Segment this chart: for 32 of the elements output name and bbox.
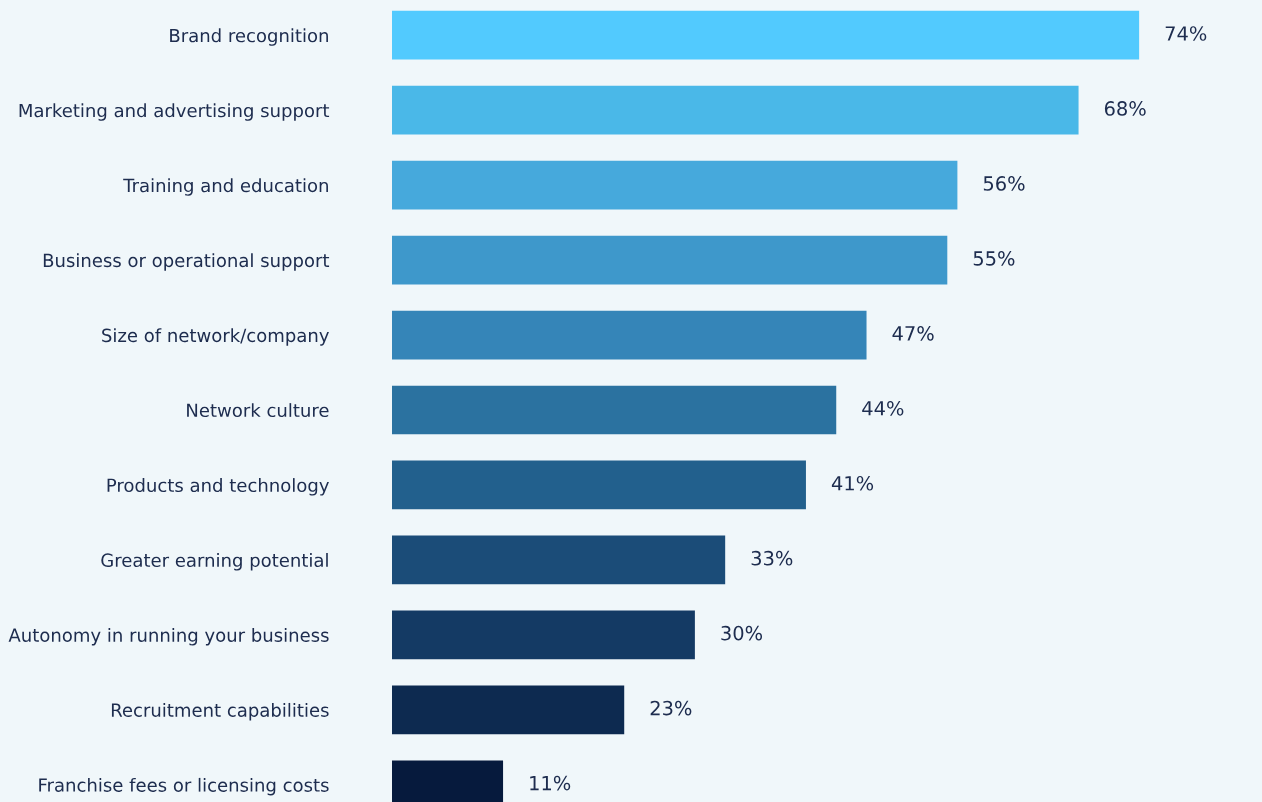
bar bbox=[392, 610, 695, 660]
y-tick-label: Franchise fees or licensing costs bbox=[39, 777, 329, 796]
bar bbox=[392, 385, 837, 435]
data-label: 74% bbox=[1165, 26, 1207, 41]
data-label: 23% bbox=[650, 700, 692, 716]
bar bbox=[392, 685, 625, 735]
y-tick-label: Autonomy in running your business bbox=[8, 627, 329, 646]
y-tick-label: Marketing and advertising support bbox=[19, 103, 330, 121]
bar bbox=[392, 310, 867, 360]
data-label: 47% bbox=[892, 325, 934, 341]
data-label: 56% bbox=[983, 176, 1025, 191]
data-label: 11% bbox=[530, 775, 571, 791]
data-label: 30% bbox=[721, 625, 763, 641]
bar bbox=[392, 235, 948, 285]
y-tick-label: Size of network/company bbox=[102, 328, 329, 346]
y-tick-label: Business or operational support bbox=[43, 253, 330, 271]
data-label: 41% bbox=[831, 475, 874, 491]
y-tick-label: Products and technology bbox=[107, 478, 329, 496]
y-tick-label: Recruitment capabilities bbox=[111, 702, 329, 721]
bar bbox=[392, 160, 958, 210]
y-tick-label: Network culture bbox=[187, 403, 329, 418]
data-label: 55% bbox=[973, 251, 1015, 266]
data-label: 68% bbox=[1104, 101, 1146, 116]
data-label: 33% bbox=[751, 550, 793, 566]
bar bbox=[392, 10, 1140, 60]
bar bbox=[392, 535, 726, 585]
data-label: 44% bbox=[862, 400, 904, 416]
y-tick-label: Greater earning potential bbox=[101, 553, 328, 571]
bar bbox=[392, 85, 1079, 135]
y-tick-label: Brand recognition bbox=[170, 28, 328, 46]
bar bbox=[392, 460, 806, 510]
y-tick-label: Training and education bbox=[123, 178, 328, 196]
